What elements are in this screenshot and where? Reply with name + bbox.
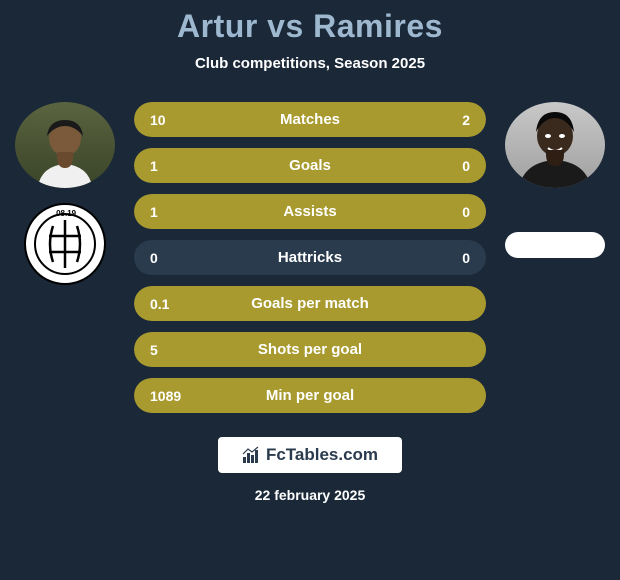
player2-name: Ramires xyxy=(313,8,443,44)
stat-value-right: 2 xyxy=(426,112,486,128)
stat-bar: 0Hattricks0 xyxy=(134,240,486,275)
stat-bar: 1089Min per goal xyxy=(134,378,486,413)
svg-text:.08.19: .08.19 xyxy=(54,209,77,218)
player2-club-badge xyxy=(505,232,605,258)
stat-value-left: 1089 xyxy=(134,388,194,404)
stat-value-right: 0 xyxy=(426,250,486,266)
subtitle: Club competitions, Season 2025 xyxy=(195,55,425,72)
stat-bar: 1Goals0 xyxy=(134,148,486,183)
stats-column: 10Matches21Goals01Assists00Hattricks00.1… xyxy=(134,102,486,413)
player2-avatar xyxy=(505,102,605,188)
stat-bar: 0.1Goals per match xyxy=(134,286,486,321)
player1-name: Artur xyxy=(177,8,258,44)
stat-value-left: 0 xyxy=(134,250,194,266)
player1-avatar xyxy=(15,102,115,188)
stat-label: Assists xyxy=(194,203,426,220)
stat-bar: 10Matches2 xyxy=(134,102,486,137)
stat-label: Hattricks xyxy=(194,249,426,266)
stat-label: Min per goal xyxy=(194,387,426,404)
stat-value-left: 5 xyxy=(134,342,194,358)
stat-value-right: 0 xyxy=(426,158,486,174)
stat-bar: 5Shots per goal xyxy=(134,332,486,367)
footer-date: 22 february 2025 xyxy=(255,487,366,503)
vs-text: vs xyxy=(267,8,304,44)
stat-label: Matches xyxy=(194,111,426,128)
stat-label: Shots per goal xyxy=(194,341,426,358)
player1-club-badge: .08.19 xyxy=(23,202,107,286)
stat-label: Goals xyxy=(194,157,426,174)
brand-text: FcTables.com xyxy=(266,445,378,465)
page-title: Artur vs Ramires xyxy=(177,8,443,45)
stat-value-left: 10 xyxy=(134,112,194,128)
brand-badge: FcTables.com xyxy=(218,437,402,473)
main-row: .08.19 10Matches21Goals01Assists00Hattri… xyxy=(0,102,620,413)
stat-value-left: 0.1 xyxy=(134,296,194,312)
stat-label: Goals per match xyxy=(194,295,426,312)
stat-bar: 1Assists0 xyxy=(134,194,486,229)
stat-value-left: 1 xyxy=(134,204,194,220)
comparison-card: Artur vs Ramires Club competitions, Seas… xyxy=(0,0,620,580)
right-column xyxy=(500,102,610,413)
chart-icon xyxy=(242,446,260,464)
stat-value-left: 1 xyxy=(134,158,194,174)
left-column: .08.19 xyxy=(10,102,120,413)
stat-value-right: 0 xyxy=(426,204,486,220)
